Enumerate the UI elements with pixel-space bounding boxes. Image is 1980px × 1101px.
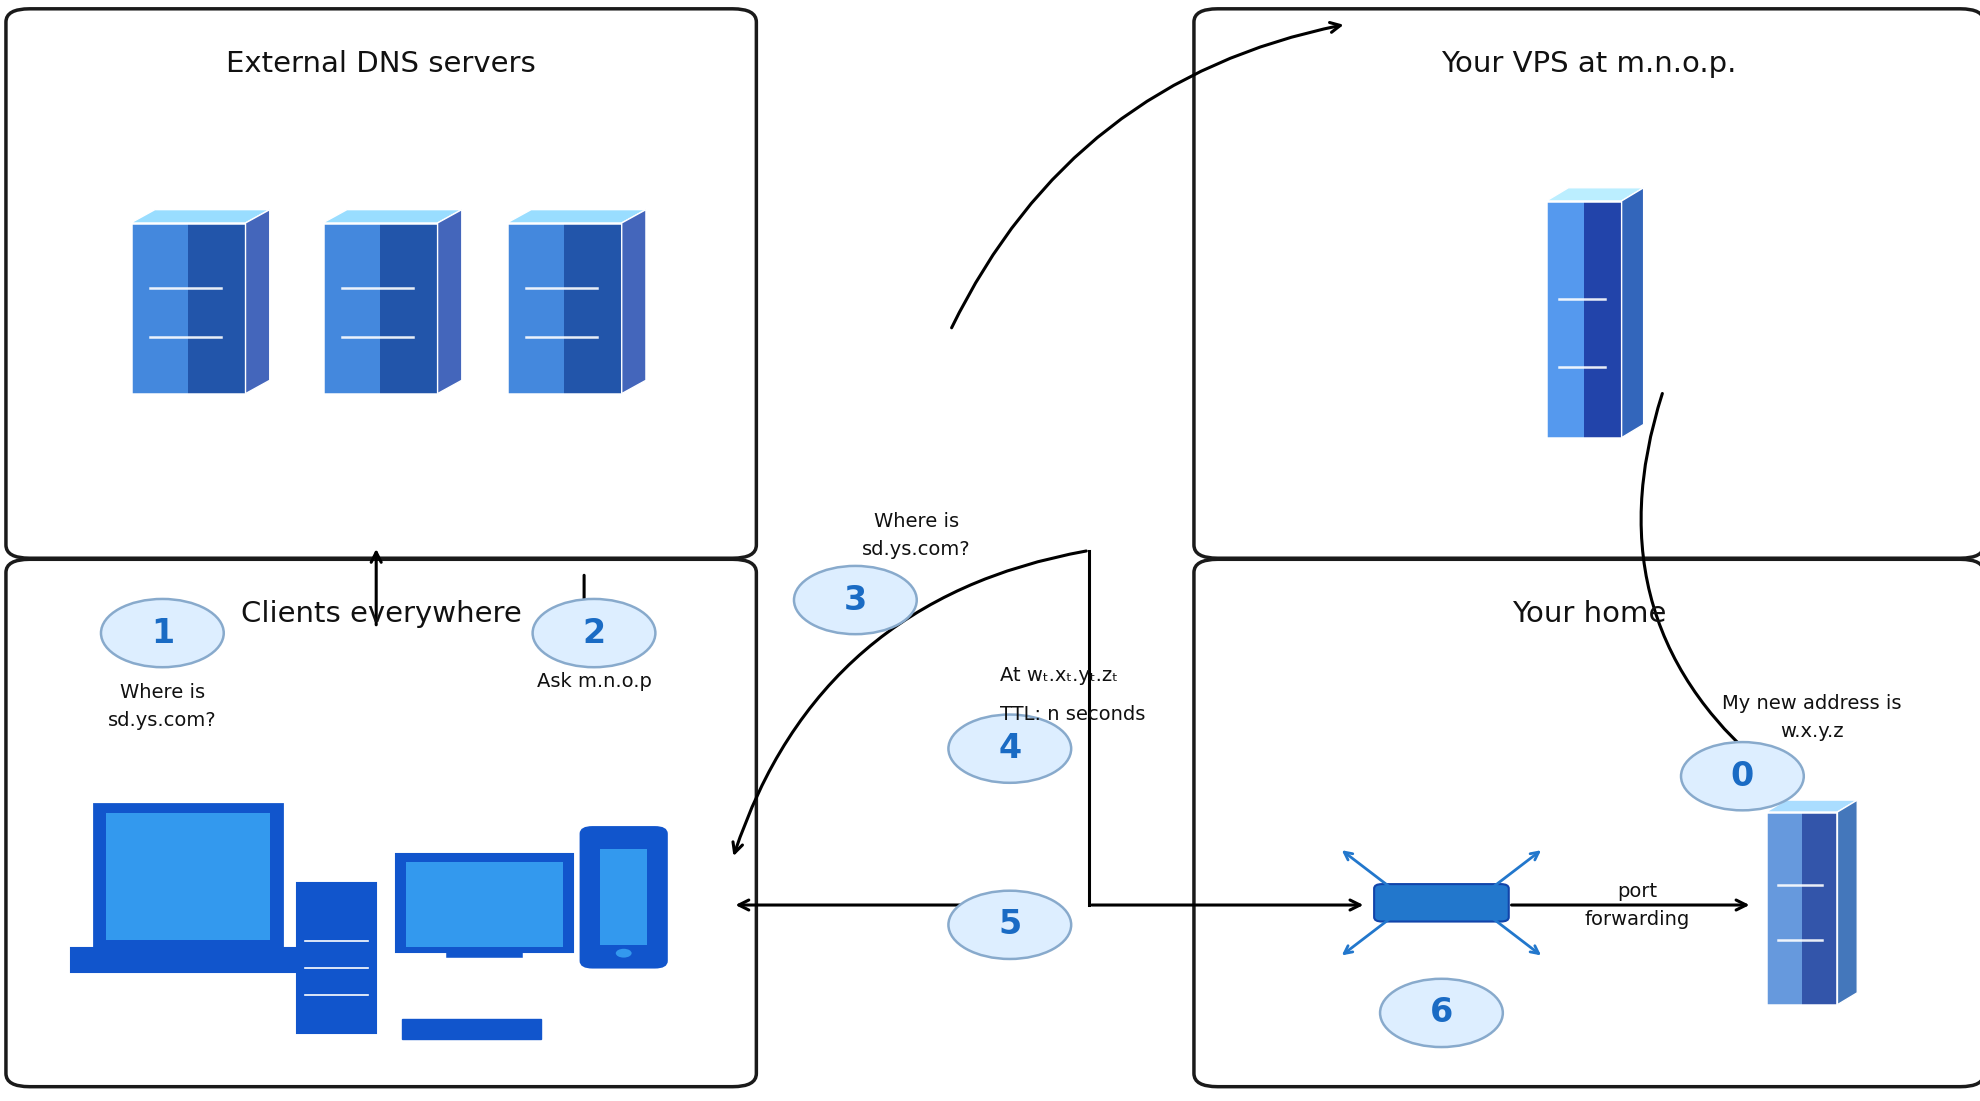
Polygon shape (507, 222, 564, 394)
FancyBboxPatch shape (580, 827, 667, 968)
Polygon shape (246, 209, 269, 394)
Polygon shape (323, 209, 461, 222)
Text: Clients everywhere: Clients everywhere (242, 600, 521, 628)
FancyBboxPatch shape (1194, 9, 1980, 558)
Circle shape (948, 715, 1071, 783)
Circle shape (101, 599, 224, 667)
Circle shape (533, 599, 655, 667)
Polygon shape (188, 222, 246, 394)
Text: 4: 4 (998, 732, 1022, 765)
Text: At wₜ.xₜ.yₜ.zₜ: At wₜ.xₜ.yₜ.zₜ (1000, 666, 1119, 685)
FancyBboxPatch shape (6, 9, 756, 558)
Circle shape (794, 566, 917, 634)
FancyBboxPatch shape (396, 854, 572, 952)
Text: Your home: Your home (1513, 600, 1665, 628)
FancyBboxPatch shape (6, 559, 756, 1087)
FancyBboxPatch shape (71, 948, 305, 972)
Polygon shape (622, 209, 645, 394)
Text: My new address is
w.x.y.z: My new address is w.x.y.z (1723, 694, 1901, 741)
FancyBboxPatch shape (107, 813, 269, 940)
Polygon shape (380, 222, 438, 394)
Text: 6: 6 (1430, 996, 1453, 1029)
Polygon shape (1802, 813, 1837, 1004)
Circle shape (616, 949, 632, 958)
Text: Where is
sd.ys.com?: Where is sd.ys.com? (109, 683, 216, 730)
Circle shape (1380, 979, 1503, 1047)
Polygon shape (438, 209, 461, 394)
Polygon shape (131, 209, 269, 222)
Polygon shape (564, 222, 622, 394)
FancyBboxPatch shape (297, 883, 376, 1033)
FancyBboxPatch shape (1194, 559, 1980, 1087)
Text: 2: 2 (582, 617, 606, 650)
Text: TTL: n seconds: TTL: n seconds (1000, 705, 1144, 723)
FancyBboxPatch shape (95, 804, 283, 947)
Text: Your VPS at m.n.o.p.: Your VPS at m.n.o.p. (1441, 50, 1736, 77)
Polygon shape (1766, 800, 1857, 813)
Text: 0: 0 (1731, 760, 1754, 793)
FancyBboxPatch shape (1374, 884, 1509, 922)
Circle shape (948, 891, 1071, 959)
Text: 3: 3 (843, 584, 867, 617)
FancyBboxPatch shape (406, 862, 562, 947)
Text: Ask m.n.o.p: Ask m.n.o.p (537, 672, 651, 690)
Text: port
forwarding: port forwarding (1584, 882, 1691, 928)
Polygon shape (1546, 200, 1584, 438)
Polygon shape (1766, 813, 1802, 1004)
Polygon shape (1584, 200, 1622, 438)
Polygon shape (507, 209, 645, 222)
Text: External DNS servers: External DNS servers (226, 50, 537, 77)
Text: 1: 1 (150, 617, 174, 650)
FancyBboxPatch shape (600, 849, 647, 946)
Circle shape (1681, 742, 1804, 810)
Polygon shape (1837, 800, 1857, 1004)
Text: Where is
sd.ys.com?: Where is sd.ys.com? (863, 512, 970, 559)
Polygon shape (131, 222, 188, 394)
FancyBboxPatch shape (402, 1018, 541, 1038)
Polygon shape (1622, 188, 1643, 438)
Text: 5: 5 (998, 908, 1022, 941)
Polygon shape (1546, 188, 1643, 200)
Polygon shape (323, 222, 380, 394)
